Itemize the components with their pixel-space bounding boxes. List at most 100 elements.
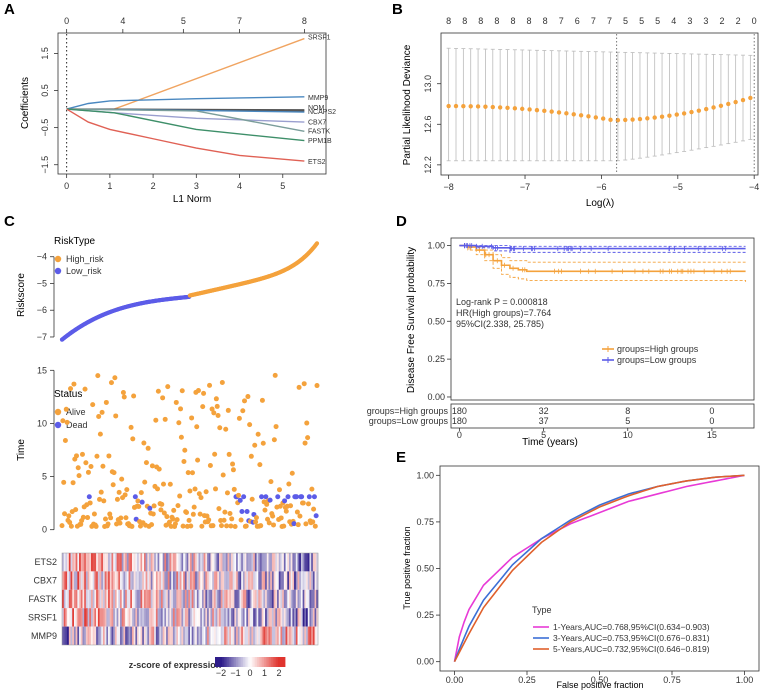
heatmap-cell (205, 608, 208, 627)
heatmap-cell (125, 589, 128, 609)
colorbar-cell (220, 657, 223, 667)
heatmap-cell (140, 553, 143, 572)
top-tick-label: 4 (671, 16, 676, 26)
heatmap-cell (125, 571, 128, 590)
heatmap-cell (283, 571, 286, 590)
heatmap-cell (248, 589, 251, 609)
deviance-point (718, 103, 724, 108)
risk-table-count: 5 (625, 416, 630, 426)
heatmap-cell (126, 608, 129, 627)
heatmap-cell (271, 608, 275, 627)
heatmap-cell (188, 626, 191, 645)
heatmap-cell (191, 589, 194, 609)
status-point (107, 511, 113, 517)
deviance-point (571, 112, 576, 117)
status-point (131, 393, 137, 399)
heatmap-cell (217, 553, 220, 572)
status-point (271, 522, 277, 528)
heatmap-cell (295, 553, 298, 572)
status-point (103, 399, 109, 405)
heatmap-cell (150, 571, 153, 590)
y-tick-label: −7 (37, 332, 47, 342)
heatmap-cell (246, 608, 249, 627)
heatmap-cell (113, 589, 116, 609)
status-point (201, 390, 207, 396)
heatmap-cell (309, 553, 312, 572)
status-point (122, 492, 128, 498)
heatmap-cell (251, 589, 254, 609)
heatmap-cell (130, 553, 133, 572)
heatmap-cell (114, 571, 118, 590)
heatmap-cell (249, 571, 252, 590)
heatmap-cell (285, 608, 288, 627)
heatmap-cell (63, 608, 66, 627)
heatmap-cell (312, 553, 315, 572)
heatmap-cell (89, 553, 92, 572)
deviance-point (534, 107, 540, 113)
heatmap-cell (294, 626, 297, 645)
heatmap-cell (203, 608, 206, 627)
risk-point (314, 241, 320, 246)
colorbar-cell (229, 657, 232, 667)
legend-label: 3-Years,AUC=0.753,95%CI(0.676−0.831) (553, 633, 710, 643)
heatmap-cell (106, 553, 109, 572)
heatmap-cell (306, 571, 309, 590)
heatmap-cell (193, 626, 196, 645)
heatmap-cell (295, 626, 298, 645)
heatmap-cell (179, 626, 182, 645)
heatmap-cell (116, 589, 119, 609)
colorbar-cell (272, 657, 275, 667)
legend-title: Status (54, 389, 82, 400)
heatmap-cell (82, 571, 85, 590)
gene-label-fastk: FASTK (308, 129, 331, 136)
heatmap-cell (181, 626, 184, 645)
heatmap-cell (288, 608, 292, 627)
heatmap-cell (84, 608, 87, 627)
heatmap-cell (275, 571, 278, 590)
heatmap-cell (242, 589, 246, 609)
status-point (116, 489, 122, 495)
heatmap-cell (249, 589, 252, 609)
x-tick-label: 0.25 (518, 675, 536, 685)
heatmap-cell (265, 571, 268, 590)
heatmap-cell (123, 589, 126, 609)
x-axis-label: Log(λ) (586, 198, 614, 209)
heatmap-cell (190, 553, 193, 572)
top-tick-label: 8 (478, 16, 483, 26)
status-point (67, 519, 73, 525)
heatmap-cell (259, 626, 263, 645)
heatmap-cell (203, 626, 206, 645)
panel-letter-a: A (4, 1, 15, 18)
status-point (166, 519, 172, 525)
top-tick-label: 6 (575, 16, 580, 26)
risk-table-count: 180 (452, 406, 467, 416)
deviance-point (586, 114, 591, 119)
heatmap-cell (236, 589, 239, 609)
status-point (207, 382, 213, 388)
heatmap-cell (295, 571, 298, 590)
heatmap-cell (176, 589, 179, 609)
heatmap-cell (135, 589, 138, 609)
heatmap-cell (178, 571, 181, 590)
panel-letter-b: B (392, 1, 403, 18)
status-point (156, 466, 162, 472)
heatmap-cell (73, 571, 77, 590)
heatmap-cell (184, 626, 187, 645)
heatmap-cell (244, 571, 247, 590)
heatmap-cell (73, 589, 77, 609)
status-point (217, 425, 223, 431)
heatmap-cell (229, 571, 232, 590)
heatmap-cell (268, 626, 271, 645)
heatmap-cell (270, 553, 273, 572)
heatmap-cell (123, 608, 126, 627)
heatmap-cell (227, 589, 230, 609)
heatmap-cell (225, 589, 228, 609)
status-point (243, 523, 249, 529)
heatmap-cell (162, 608, 165, 627)
heatmap-cell (237, 571, 240, 590)
colorbar-cell (257, 657, 260, 667)
deviance-point (711, 105, 716, 110)
status-point (209, 406, 215, 412)
heatmap-cell (176, 553, 179, 572)
heatmap-cell (232, 571, 235, 590)
